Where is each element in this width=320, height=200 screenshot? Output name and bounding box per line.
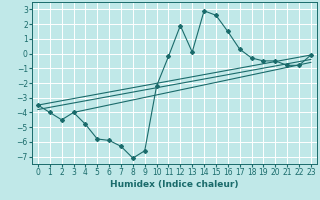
X-axis label: Humidex (Indice chaleur): Humidex (Indice chaleur) bbox=[110, 180, 239, 189]
